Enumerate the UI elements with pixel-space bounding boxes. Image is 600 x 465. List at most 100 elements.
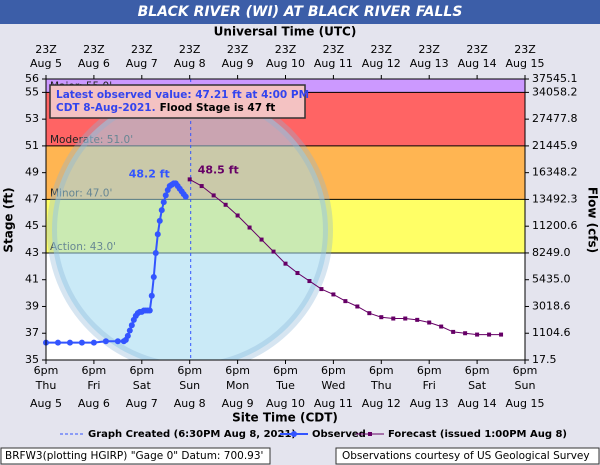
x2-tick-date: Aug 13 xyxy=(410,57,449,70)
forecast-point xyxy=(487,332,492,337)
data-layer: 48.2 ft 48.5 ft xyxy=(43,79,504,360)
annotation-box xyxy=(49,84,306,119)
footer-right: Observations courtesy of US Geological S… xyxy=(342,450,590,462)
forecast-point xyxy=(499,332,504,337)
x2-tick-date: Aug 10 xyxy=(266,57,305,70)
forecast-point xyxy=(439,324,444,329)
y-tick-label: 55 xyxy=(25,85,39,98)
observed-point xyxy=(146,307,153,314)
y-tick-label: 51 xyxy=(25,139,39,152)
x-tick-date: Aug 15 xyxy=(506,397,545,410)
y2-tick-label: 37545.1 xyxy=(532,72,578,85)
peak-label: 48.5 ft xyxy=(198,163,239,176)
observed-point xyxy=(162,192,169,199)
annotation-text: CDT 8-Aug-2021. xyxy=(56,102,156,114)
y2-tick-label: 3018.6 xyxy=(532,299,571,312)
forecast-point xyxy=(331,292,336,297)
x2-tick-date: Aug 5 xyxy=(30,57,62,70)
x-tick-date: Aug 10 xyxy=(266,397,305,410)
x-tick-day: Sat xyxy=(468,379,487,392)
y2-tick-label: 21445.9 xyxy=(532,139,578,152)
x-axis-title: Site Time (CDT) xyxy=(232,411,338,425)
forecast-point xyxy=(295,271,300,276)
x-tick-label: 6pm xyxy=(465,364,490,377)
peak-label: 48.2 ft xyxy=(129,167,170,180)
x-tick-day: Fri xyxy=(423,379,436,392)
observed-point xyxy=(160,199,167,206)
x-tick-date: Aug 14 xyxy=(458,397,497,410)
x-tick-label: 6pm xyxy=(177,364,202,377)
x-tick-label: 6pm xyxy=(34,364,59,377)
x2-tick-label: 23Z xyxy=(227,43,249,56)
x2-tick-date: Aug 15 xyxy=(506,57,545,70)
observed-point xyxy=(54,339,61,346)
forecast-point xyxy=(223,202,228,207)
x-tick-date: Aug 9 xyxy=(222,397,254,410)
forecast-point xyxy=(283,261,288,266)
x-tick-date: Aug 12 xyxy=(362,397,401,410)
forecast-point xyxy=(271,249,276,254)
x-tick-label: 6pm xyxy=(513,364,538,377)
forecast-point xyxy=(367,311,372,316)
footer-box xyxy=(0,447,271,465)
observed-point xyxy=(154,231,161,238)
observed-point xyxy=(182,193,189,200)
chart-title: BLACK RIVER (WI) AT BLACK RIVER FALLS xyxy=(138,4,463,20)
x-tick-date: Aug 7 xyxy=(126,397,158,410)
forecast-point xyxy=(475,332,480,337)
forecast-point xyxy=(463,331,468,336)
x2-tick-label: 23Z xyxy=(275,43,297,56)
x-tick-date: Aug 8 xyxy=(174,397,206,410)
y2-tick-label: 27477.8 xyxy=(532,112,578,125)
forecast-point xyxy=(187,177,192,182)
x-tick-label: 6pm xyxy=(321,364,346,377)
x2-tick-label: 23Z xyxy=(466,43,488,56)
x2-tick-date: Aug 12 xyxy=(362,57,401,70)
x-tick-label: 6pm xyxy=(225,364,250,377)
legend-label: Observed xyxy=(312,429,366,440)
y-tick-label: 37 xyxy=(25,326,39,339)
forecast-point xyxy=(199,184,204,189)
forecast-point xyxy=(307,279,312,284)
watermark xyxy=(52,92,328,360)
observed-point xyxy=(158,207,165,214)
y-tick-label: 49 xyxy=(25,166,39,179)
x-tick-day: Fri xyxy=(87,379,100,392)
forecast-point xyxy=(355,304,360,309)
annotation-flood: Flood Stage is 47 ft xyxy=(160,102,276,114)
x-tick-day: Mon xyxy=(226,379,249,392)
x2-axis-title: Universal Time (UTC) xyxy=(214,25,357,39)
y-tick-label: 45 xyxy=(25,219,39,232)
x-tick-date: Aug 5 xyxy=(30,397,62,410)
x2-tick-label: 23Z xyxy=(418,43,440,56)
observed-point xyxy=(90,339,97,346)
forecast-point xyxy=(235,213,240,218)
forecast-point xyxy=(415,317,420,322)
x-tick-day: Thu xyxy=(35,379,57,392)
forecast-point xyxy=(319,287,324,292)
y2-tick-label: 34058.2 xyxy=(532,85,578,98)
x2-tick-label: 23Z xyxy=(514,43,536,56)
y-tick-label: 39 xyxy=(25,299,39,312)
observed-point xyxy=(128,322,135,329)
x-tick-day: Sat xyxy=(133,379,152,392)
forecast-point xyxy=(379,315,384,320)
x2-tick-label: 23Z xyxy=(83,43,105,56)
forecast-point xyxy=(343,299,348,304)
y2-tick-label: 13492.3 xyxy=(532,192,578,205)
x-tick-day: Sun xyxy=(515,379,536,392)
x-tick-day: Sun xyxy=(179,379,200,392)
footer-box xyxy=(335,447,600,465)
x-tick-day: Thu xyxy=(370,379,392,392)
observed-point xyxy=(152,249,159,256)
footer-left: BRFW3(plotting HGIRP) "Gage 0" Datum: 70… xyxy=(5,450,263,462)
y2-tick-label: 16348.2 xyxy=(532,166,578,179)
observed-point xyxy=(66,339,73,346)
annotation-line: Latest observed value: 47.21 ft at 4:00 … xyxy=(56,89,309,101)
y-tick-label: 56 xyxy=(25,72,39,85)
observed-point xyxy=(156,217,163,224)
title-bar xyxy=(0,0,600,24)
y-tick-label: 43 xyxy=(25,246,39,259)
x2-tick-date: Aug 6 xyxy=(78,57,110,70)
